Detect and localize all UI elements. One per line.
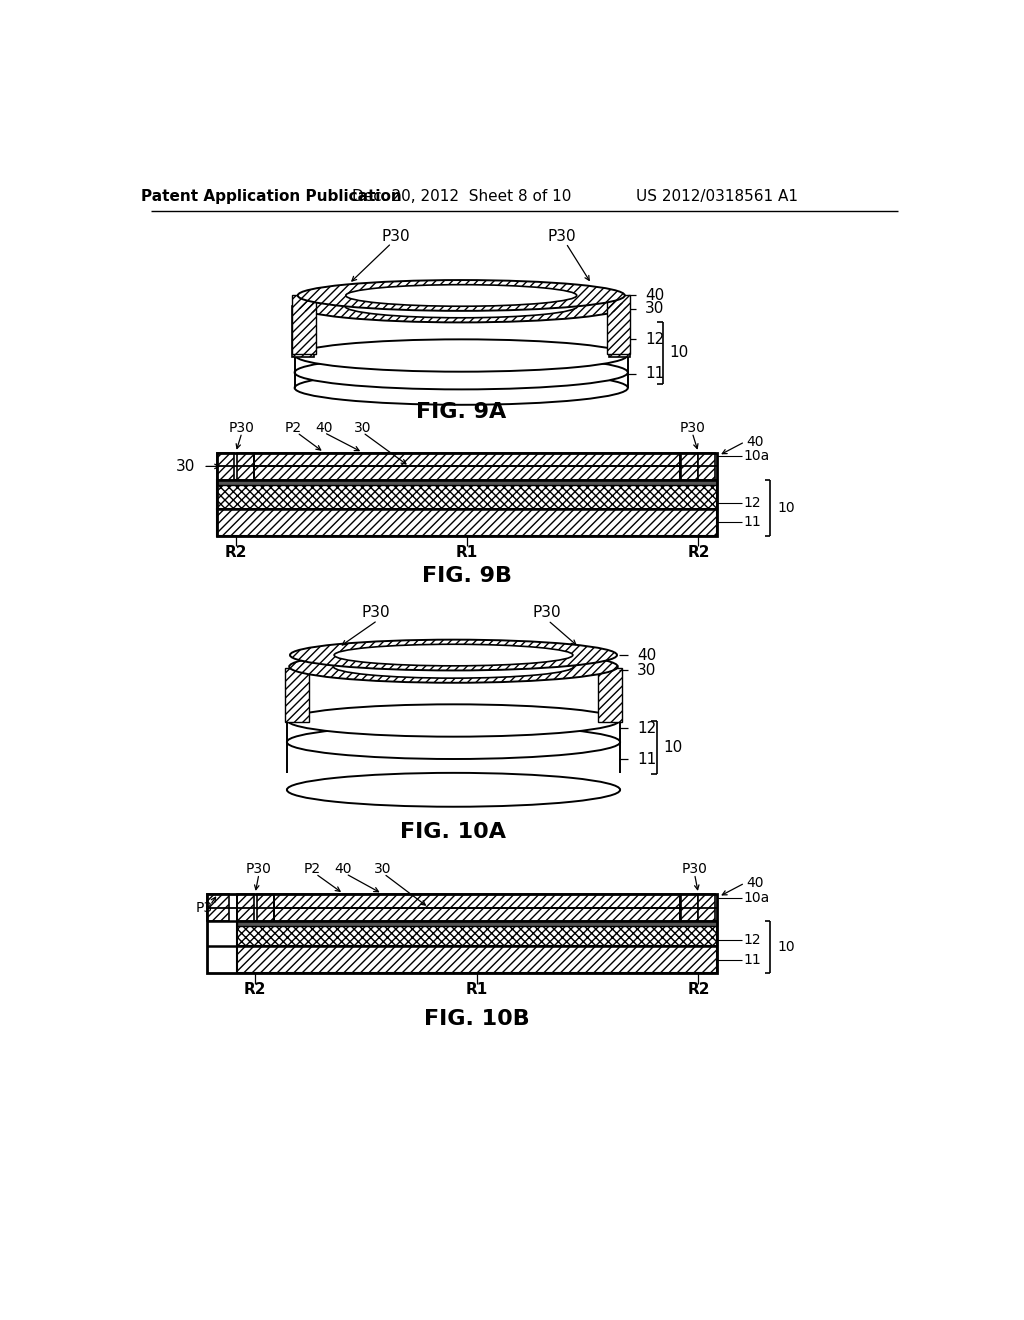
Ellipse shape (334, 644, 572, 665)
Bar (607, 296, 630, 354)
Ellipse shape (345, 294, 578, 318)
Text: 40: 40 (746, 434, 764, 449)
Ellipse shape (290, 640, 617, 671)
Ellipse shape (297, 290, 626, 322)
Bar (237, 921, 717, 946)
Text: 30: 30 (176, 459, 196, 474)
Text: Patent Application Publication: Patent Application Publication (141, 189, 401, 205)
Text: P3: P3 (196, 900, 213, 915)
Text: 10: 10 (664, 741, 683, 755)
Text: FIG. 9A: FIG. 9A (416, 403, 507, 422)
Text: 40: 40 (637, 648, 656, 663)
Text: 40: 40 (746, 876, 764, 890)
Text: 11: 11 (743, 515, 761, 529)
Text: R2: R2 (687, 982, 710, 998)
Text: FIG. 10A: FIG. 10A (400, 822, 507, 842)
Text: 30: 30 (637, 663, 656, 678)
Text: 12: 12 (645, 331, 665, 347)
Text: 11: 11 (743, 953, 761, 966)
Bar (257, 894, 273, 921)
Text: P2: P2 (285, 421, 302, 434)
Text: US 2012/0318561 A1: US 2012/0318561 A1 (636, 189, 798, 205)
Bar (237, 946, 717, 973)
Text: 40: 40 (645, 288, 665, 304)
Text: P30: P30 (381, 230, 410, 244)
Bar (217, 453, 234, 480)
Bar (238, 453, 254, 480)
Text: 10: 10 (777, 502, 795, 515)
Text: P2: P2 (304, 862, 321, 876)
Text: 12: 12 (743, 495, 761, 510)
Text: 40: 40 (315, 421, 333, 434)
Ellipse shape (287, 774, 621, 807)
Text: Dec. 20, 2012  Sheet 8 of 10: Dec. 20, 2012 Sheet 8 of 10 (351, 189, 571, 205)
Bar (285, 668, 309, 722)
Ellipse shape (287, 725, 621, 759)
Text: P30: P30 (548, 230, 577, 244)
Ellipse shape (289, 651, 617, 682)
Bar (217, 508, 717, 536)
Bar (254, 466, 680, 480)
Bar (207, 894, 717, 973)
Ellipse shape (295, 355, 628, 389)
Ellipse shape (346, 285, 577, 306)
Text: P30: P30 (246, 862, 272, 876)
Text: FIG. 9B: FIG. 9B (422, 566, 512, 586)
Text: P30: P30 (682, 862, 708, 876)
Bar (681, 453, 698, 480)
Ellipse shape (298, 280, 625, 312)
Text: R1: R1 (456, 545, 478, 560)
Ellipse shape (295, 339, 627, 372)
Bar (273, 894, 680, 908)
Ellipse shape (295, 371, 628, 405)
Text: P30: P30 (361, 605, 390, 620)
Bar (217, 480, 717, 508)
Bar (237, 894, 254, 921)
Text: 40: 40 (335, 862, 352, 876)
Text: 10a: 10a (743, 449, 770, 463)
Text: 11: 11 (637, 751, 656, 767)
Bar (698, 453, 716, 480)
Text: R2: R2 (244, 982, 266, 998)
Text: 11: 11 (645, 367, 665, 381)
Bar (273, 908, 680, 921)
Text: 10: 10 (777, 940, 795, 954)
Text: P30: P30 (229, 421, 255, 434)
Bar (598, 668, 623, 722)
Bar (254, 453, 680, 466)
Text: P30: P30 (532, 605, 561, 620)
Text: R1: R1 (466, 982, 487, 998)
Bar (237, 921, 717, 927)
Bar (698, 894, 716, 921)
Text: R2: R2 (687, 545, 710, 560)
Text: R2: R2 (224, 545, 247, 560)
Text: 12: 12 (743, 933, 761, 946)
Text: 10: 10 (670, 345, 689, 360)
Bar (292, 296, 315, 354)
Text: FIG. 10B: FIG. 10B (424, 1010, 529, 1030)
Bar (292, 306, 314, 356)
Text: P30: P30 (679, 421, 706, 434)
Text: 30: 30 (354, 421, 372, 434)
Text: 12: 12 (637, 721, 656, 735)
Ellipse shape (334, 655, 573, 678)
Bar (681, 894, 698, 921)
Bar (608, 306, 630, 356)
Bar (217, 453, 717, 536)
Text: 10a: 10a (743, 891, 770, 904)
Text: 30: 30 (645, 301, 665, 315)
Bar (207, 894, 228, 921)
Bar (217, 480, 717, 484)
Text: 30: 30 (374, 862, 391, 876)
Ellipse shape (288, 705, 620, 737)
